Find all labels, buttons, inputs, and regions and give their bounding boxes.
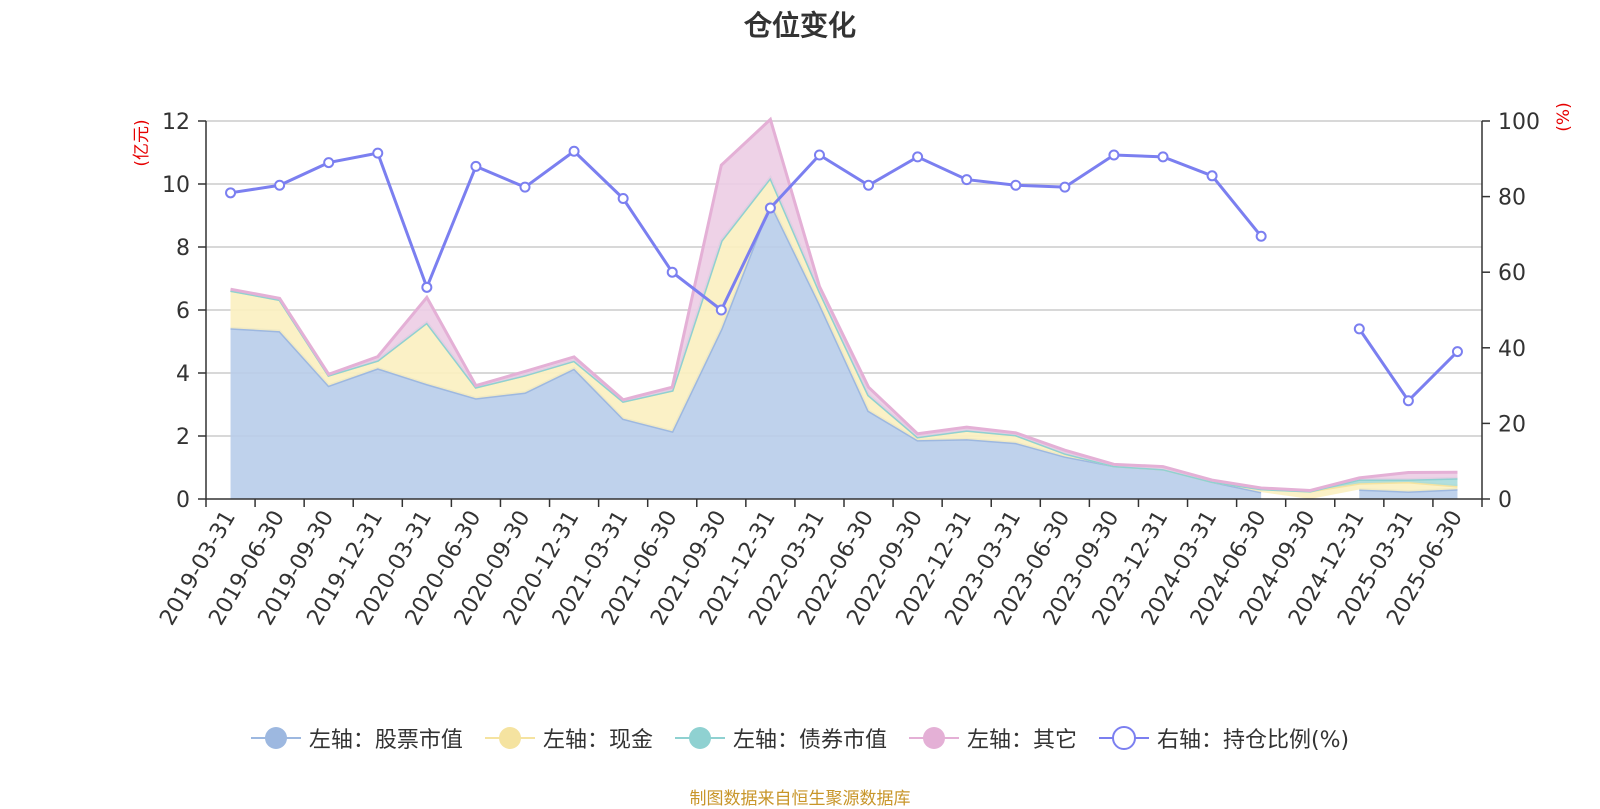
ratio-point[interactable]: [421, 281, 433, 293]
right-tick-label: 60: [1498, 261, 1526, 286]
legend-symbol-icon: [674, 727, 725, 749]
legend-symbol-icon: [484, 727, 535, 749]
right-tick-label: 100: [1498, 110, 1540, 135]
ratio-point[interactable]: [372, 147, 384, 159]
legend: 左轴：股票市值 左轴：现金 左轴：债券市值 左轴：其它 右轴：持仓比例(%): [0, 722, 1600, 754]
ratio-point[interactable]: [666, 266, 678, 278]
ratio-point[interactable]: [863, 179, 875, 191]
left-tick-label: 6: [176, 299, 190, 324]
ratio-point[interactable]: [1010, 179, 1022, 191]
left-axis-unit: (亿元): [132, 119, 152, 166]
ratio-point[interactable]: [1451, 346, 1463, 358]
ratio-point[interactable]: [1059, 181, 1071, 193]
legend-symbol-icon: [1098, 726, 1149, 750]
ratio-point[interactable]: [274, 179, 286, 191]
ratio-point[interactable]: [764, 202, 776, 214]
ratio-point[interactable]: [323, 157, 335, 169]
legend-label: 左轴：债券市值: [732, 728, 887, 753]
left-tick-label: 2: [176, 425, 190, 450]
ratio-line-path: [230, 149, 1263, 313]
left-tick-label: 8: [176, 236, 190, 261]
legend-item[interactable]: 右轴：持仓比例(%): [1098, 722, 1350, 754]
ratio-point[interactable]: [912, 151, 924, 163]
ratio-point[interactable]: [1255, 230, 1267, 242]
legend-label: 左轴：股票市值: [308, 728, 463, 753]
legend-symbol-icon: [908, 727, 959, 749]
stacked-areas: [230, 116, 1458, 499]
legend-item[interactable]: 左轴：股票市值: [250, 722, 463, 754]
ratio-point[interactable]: [1353, 323, 1365, 335]
ratio-point[interactable]: [715, 304, 727, 316]
legend-symbol-icon: [250, 727, 301, 749]
left-tick-label: 0: [176, 488, 190, 513]
ratio-line-path: [1358, 328, 1459, 404]
area-0: [230, 202, 1262, 499]
source-note: 制图数据来自恒生聚源数据库: [689, 789, 911, 809]
right-tick-label: 0: [1498, 488, 1512, 513]
ratio-point[interactable]: [568, 145, 580, 157]
ratio-point[interactable]: [813, 149, 825, 161]
legend-label: 左轴：其它: [966, 728, 1077, 753]
chart-title: 仓位变化: [743, 9, 856, 42]
ratio-point[interactable]: [519, 181, 531, 193]
left-tick-label: 10: [162, 173, 190, 198]
right-tick-label: 40: [1498, 337, 1526, 362]
legend-item[interactable]: 左轴：其它: [908, 722, 1077, 754]
ratio-line: [225, 145, 1463, 407]
right-tick-label: 20: [1498, 412, 1526, 437]
ratio-point[interactable]: [470, 160, 482, 172]
legend-label: 右轴：持仓比例(%): [1156, 728, 1350, 753]
ratio-point[interactable]: [617, 192, 629, 204]
right-tick-label: 80: [1498, 186, 1526, 211]
ratio-point[interactable]: [961, 174, 973, 186]
right-axis-unit: (%): [1554, 102, 1574, 131]
legend-item[interactable]: 左轴：现金: [484, 722, 653, 754]
ratio-point[interactable]: [1157, 151, 1169, 163]
area-edge-3: [230, 116, 1458, 493]
left-tick-label: 12: [162, 110, 190, 135]
legend-label: 左轴：现金: [542, 728, 653, 753]
ratio-point[interactable]: [1108, 149, 1120, 161]
ratio-point[interactable]: [1402, 395, 1414, 407]
legend-item[interactable]: 左轴：债券市值: [674, 722, 887, 754]
left-tick-label: 4: [176, 362, 190, 387]
ratio-point[interactable]: [1206, 170, 1218, 182]
ratio-point[interactable]: [225, 187, 237, 199]
